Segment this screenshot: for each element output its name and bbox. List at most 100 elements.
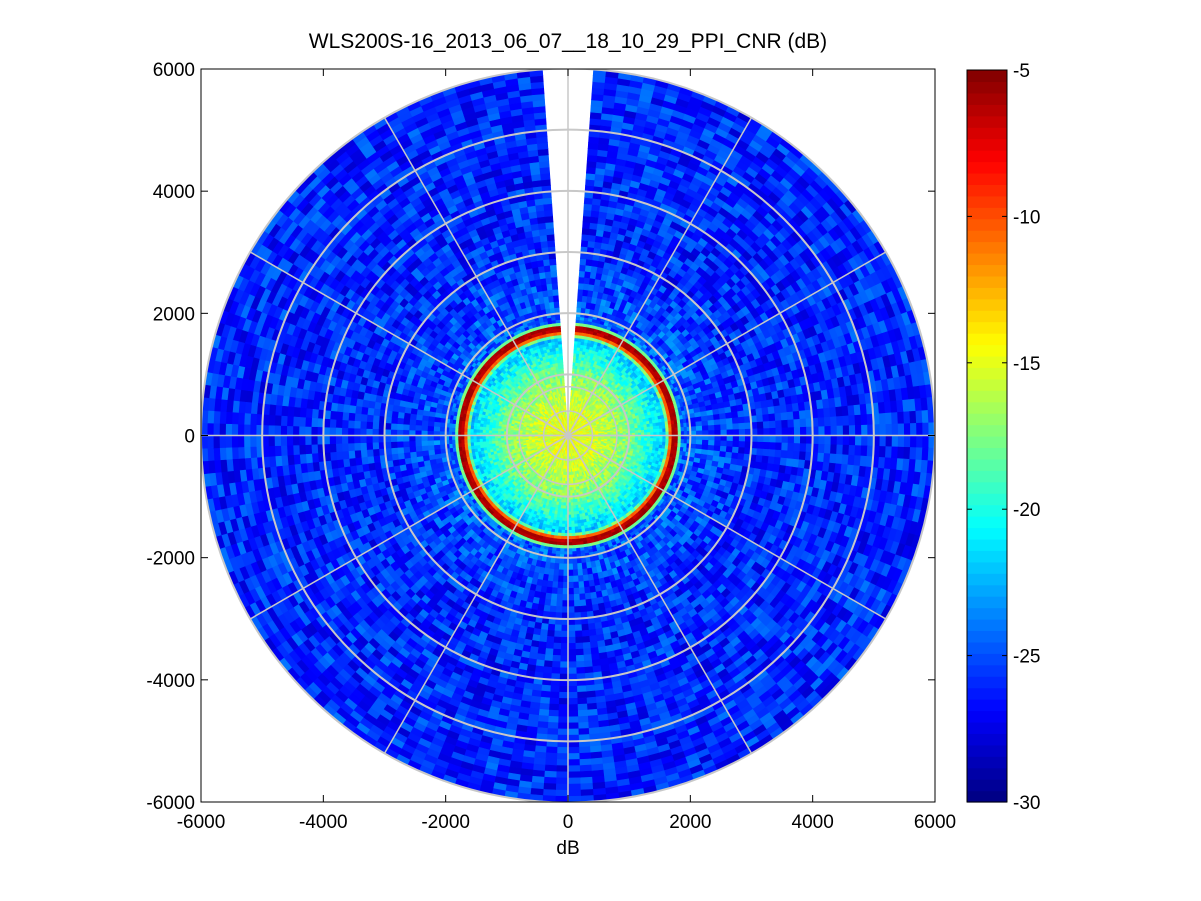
heatmap-cell [353,442,361,451]
heatmap-cell [280,415,288,426]
heatmap-cell [396,417,405,425]
heatmap-cell [280,445,288,456]
heatmap-cell [353,427,361,436]
heatmap-cell [540,622,549,631]
heatmap-cell [274,435,281,447]
heatmap-cell [549,605,557,613]
heatmap-cell [373,454,381,464]
heatmap-cell [557,581,564,589]
heatmap-cell [542,789,556,797]
heatmap-cell [491,437,496,442]
heatmap-cell [359,427,367,436]
heatmap-cell [460,438,465,444]
heatmap-cell [482,438,486,442]
heatmap-cell [555,777,569,785]
heatmap-cell [366,448,374,457]
heatmap-cell [292,415,300,427]
heatmap-cell [560,532,565,537]
heatmap-cell [408,429,416,436]
heatmap-cell [274,445,282,457]
heatmap-cell [213,447,221,461]
heatmap-cell [549,685,560,693]
heatmap-cell [562,581,569,589]
heatmap-cell [219,447,227,461]
heatmap-cell [560,529,566,534]
heatmap-cell [463,438,468,444]
heatmap-cell [390,435,398,443]
heatmap-cell [420,440,428,447]
heatmap-cell [556,753,569,760]
heatmap-cell [353,435,361,444]
heatmap-cell [561,600,569,608]
heatmap-cell [341,419,349,429]
heatmap-cell [335,418,343,428]
heatmap-cell [372,414,380,423]
heatmap-cell [548,703,559,711]
heatmap-cell [329,443,337,453]
heatmap-cell [547,721,559,730]
heatmap-cell [555,789,569,797]
heatmap-cell [547,715,559,724]
heatmap-cell [559,541,565,546]
heatmap-cell [371,428,379,436]
heatmap-cell [286,425,294,436]
heatmap-cell [466,428,471,433]
heatmap-cell [354,412,362,422]
heatmap-cell [402,435,410,442]
heatmap-cell [402,446,411,454]
heatmap-cell [243,412,252,425]
heatmap-cell [469,438,474,443]
heatmap-cell [372,448,380,457]
heatmap-cell [292,425,300,436]
heatmap-cell [433,425,441,432]
heatmap-cell [280,454,289,466]
heatmap-cell [558,563,564,571]
heatmap-cell [267,424,275,436]
heatmap-cell [559,667,569,675]
heatmap-cell [559,655,569,663]
heatmap-cell [310,417,319,428]
heatmap-cell [286,405,295,417]
heatmap-cell [548,697,560,705]
heatmap-cell [427,425,435,432]
heatmap-cell [543,660,553,668]
heatmap-cell [549,691,560,699]
heatmap-cell [472,428,477,433]
heatmap-cell [225,411,233,425]
heatmap-cell [420,424,428,431]
heatmap-cell [243,435,251,448]
heatmap-cell [360,449,368,458]
heatmap-cell [365,442,374,450]
heatmap-cell [552,642,562,650]
heatmap-cell [560,538,565,543]
heatmap-cell [292,444,300,456]
heatmap-cell [475,438,480,443]
heatmap-cell [402,417,411,425]
heatmap-cell [427,444,435,451]
heatmap-cell [433,444,441,450]
heatmap-cell [556,593,563,601]
heatmap-cell [542,782,557,791]
heatmap-cell [463,427,468,433]
heatmap-cell [538,702,550,711]
heatmap-cell [396,435,404,442]
heatmap-cell [305,407,313,418]
heatmap-cell [249,424,257,436]
heatmap-cell [274,414,282,426]
heatmap-cell [421,444,429,452]
heatmap-cell [237,435,245,448]
heatmap-cell [335,410,344,421]
heatmap-cell [409,445,417,453]
heatmap-cell [542,604,551,613]
heatmap-cell [391,453,399,461]
heatmap-cell [286,454,295,466]
heatmap-cell [335,427,343,436]
heatmap-cell [466,438,471,443]
heatmap-cell [402,423,410,431]
heatmap-cell [347,427,355,436]
heatmap-cell [329,426,337,436]
heatmap-cell [469,428,474,433]
heatmap-cell [292,435,300,446]
heatmap-cell [448,439,453,445]
